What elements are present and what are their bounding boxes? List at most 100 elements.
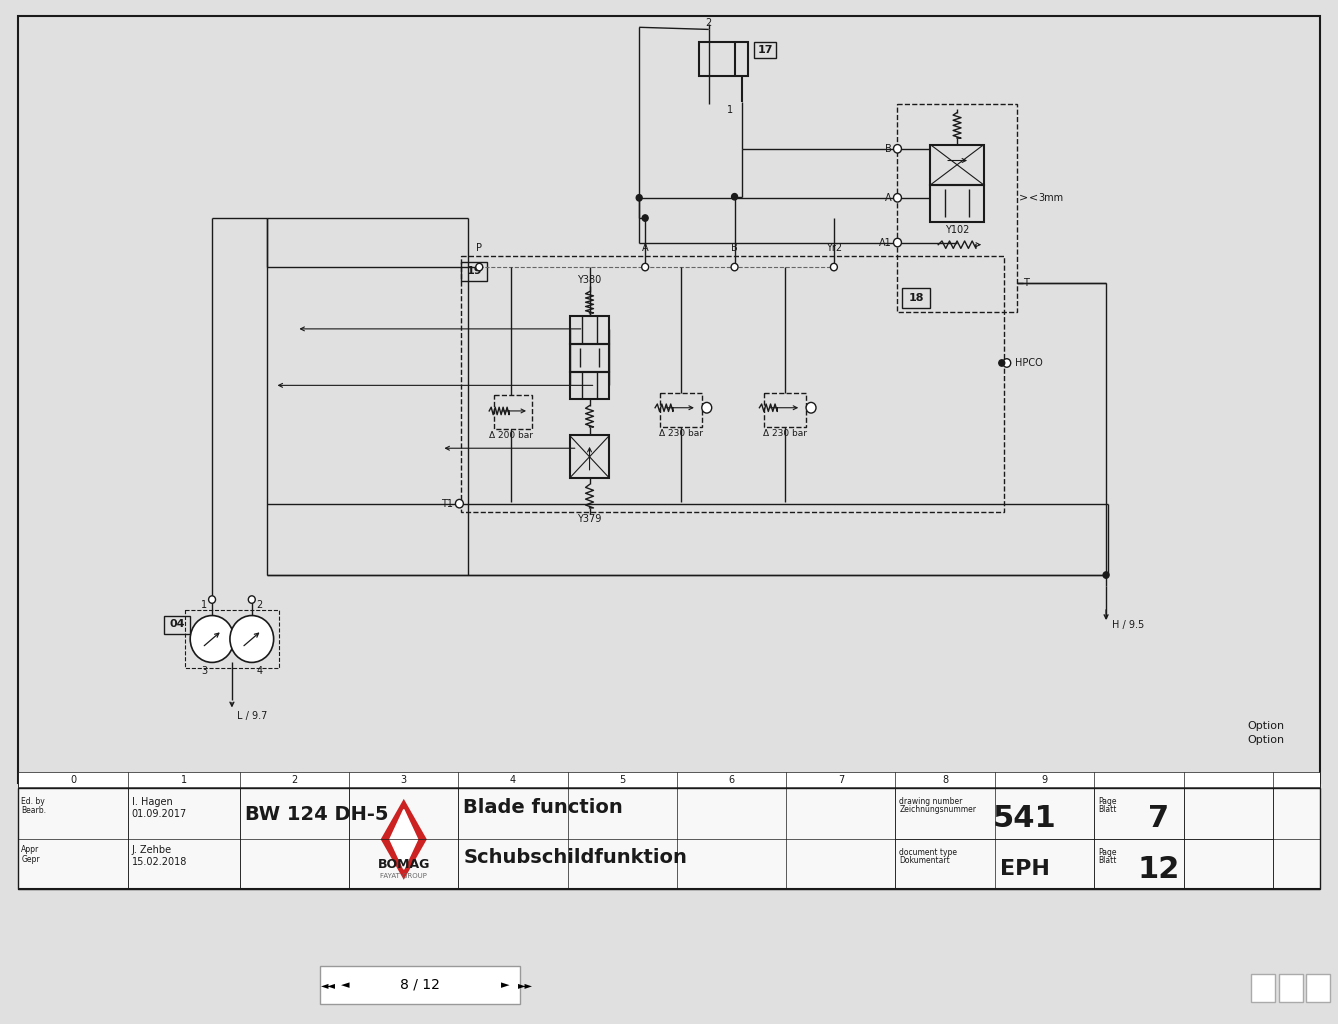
Text: 3: 3: [400, 775, 407, 784]
Text: 3: 3: [201, 666, 207, 676]
Bar: [1251, 974, 1275, 1001]
Text: Page: Page: [1098, 848, 1117, 857]
Text: 4: 4: [257, 666, 262, 676]
Circle shape: [998, 359, 1005, 367]
Bar: [898, 104, 1017, 312]
Text: 8 / 12: 8 / 12: [400, 978, 440, 992]
Text: Blatt: Blatt: [1098, 856, 1116, 865]
Bar: [19, 772, 1319, 787]
Text: EPH: EPH: [999, 859, 1049, 880]
Text: A: A: [642, 243, 649, 253]
Text: Option: Option: [1248, 721, 1284, 731]
Text: 5: 5: [619, 775, 625, 784]
Text: drawing number: drawing number: [899, 797, 963, 806]
Text: Y380: Y380: [578, 274, 602, 285]
Bar: [930, 185, 983, 222]
Circle shape: [455, 500, 463, 508]
Circle shape: [1002, 358, 1010, 368]
Bar: [165, 615, 190, 634]
Bar: [570, 372, 609, 399]
Text: ◄: ◄: [341, 980, 349, 990]
Text: Δ 230 bar: Δ 230 bar: [763, 429, 807, 438]
Text: Ed. by: Ed. by: [21, 797, 45, 806]
Text: 7: 7: [1148, 804, 1169, 833]
Text: 1: 1: [181, 775, 187, 784]
Text: Δ 230 bar: Δ 230 bar: [658, 429, 702, 438]
Circle shape: [732, 194, 737, 200]
Text: BW 124 DH-5: BW 124 DH-5: [245, 805, 388, 824]
Bar: [764, 393, 805, 427]
Bar: [755, 42, 776, 58]
Text: T1: T1: [442, 499, 454, 509]
Text: document type: document type: [899, 848, 958, 857]
Bar: [570, 435, 609, 478]
Circle shape: [894, 194, 902, 202]
Text: 8: 8: [942, 775, 949, 784]
Text: Y102: Y102: [945, 225, 969, 234]
Text: Y379: Y379: [577, 514, 602, 523]
Text: T: T: [1022, 279, 1029, 288]
Text: A: A: [884, 193, 891, 203]
Circle shape: [190, 615, 234, 663]
Text: 12: 12: [1137, 855, 1180, 884]
Text: Blatt: Blatt: [1098, 805, 1116, 814]
Bar: [19, 788, 1319, 890]
Text: 3mm: 3mm: [1038, 193, 1064, 203]
Bar: [494, 395, 533, 429]
Circle shape: [894, 239, 902, 247]
Text: 04: 04: [170, 620, 185, 629]
Text: Gepr: Gepr: [21, 855, 40, 864]
Text: BOMAG: BOMAG: [377, 858, 429, 871]
Text: Blade function: Blade function: [463, 798, 624, 817]
Text: H / 9.5: H / 9.5: [1112, 621, 1144, 630]
Text: 0: 0: [70, 775, 76, 784]
Circle shape: [637, 195, 642, 201]
Bar: [462, 262, 487, 281]
Bar: [570, 344, 609, 372]
Bar: [698, 42, 748, 77]
Bar: [1279, 974, 1303, 1001]
Text: ►: ►: [500, 980, 510, 990]
Text: 01.09.2017: 01.09.2017: [131, 810, 187, 819]
Text: Page: Page: [1098, 797, 1117, 806]
Text: Schubschildfunktion: Schubschildfunktion: [463, 848, 688, 867]
Text: 541: 541: [993, 804, 1057, 833]
Bar: [930, 144, 983, 185]
Text: 19: 19: [467, 266, 482, 276]
Text: 2: 2: [257, 600, 262, 610]
Text: 4: 4: [510, 775, 516, 784]
Bar: [660, 393, 701, 427]
Bar: [185, 610, 278, 668]
Circle shape: [476, 263, 483, 270]
Circle shape: [230, 615, 274, 663]
Polygon shape: [381, 801, 425, 878]
Circle shape: [731, 263, 739, 270]
Text: P: P: [476, 243, 482, 253]
Text: FAYAT GROUP: FAYAT GROUP: [380, 872, 427, 879]
Bar: [462, 256, 1004, 512]
Circle shape: [1103, 571, 1109, 579]
Text: Bearb.: Bearb.: [21, 806, 47, 815]
Text: 7: 7: [838, 775, 844, 784]
Text: Appr: Appr: [21, 845, 40, 854]
Polygon shape: [389, 810, 417, 869]
Circle shape: [642, 215, 648, 221]
Bar: [19, 15, 1319, 783]
Text: 1: 1: [728, 105, 733, 116]
Circle shape: [249, 596, 256, 603]
Text: 17: 17: [757, 45, 773, 54]
Text: ◄◄: ◄◄: [321, 980, 336, 990]
Text: J. Zehbe: J. Zehbe: [131, 845, 171, 855]
Text: <: <: [1029, 193, 1038, 203]
Text: Yr2: Yr2: [826, 243, 842, 253]
Text: ►►: ►►: [518, 980, 533, 990]
Bar: [570, 316, 609, 344]
Bar: [902, 289, 930, 307]
Text: HPCO: HPCO: [1014, 358, 1042, 368]
Bar: [320, 966, 520, 1004]
Text: 1: 1: [201, 600, 207, 610]
Circle shape: [831, 263, 838, 270]
Text: 9: 9: [1041, 775, 1048, 784]
Text: B: B: [884, 143, 891, 154]
Bar: [1306, 974, 1330, 1001]
